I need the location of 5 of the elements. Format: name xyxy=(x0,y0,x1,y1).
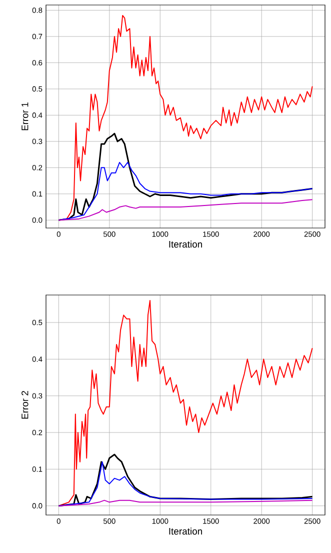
x-axis-title: Iteration xyxy=(169,528,202,535)
y-axis-title: Error 2 xyxy=(22,391,28,419)
x-axis-title: Iteration xyxy=(169,240,202,248)
y-axis-title: Error 1 xyxy=(22,102,28,130)
line-series xyxy=(58,461,313,506)
